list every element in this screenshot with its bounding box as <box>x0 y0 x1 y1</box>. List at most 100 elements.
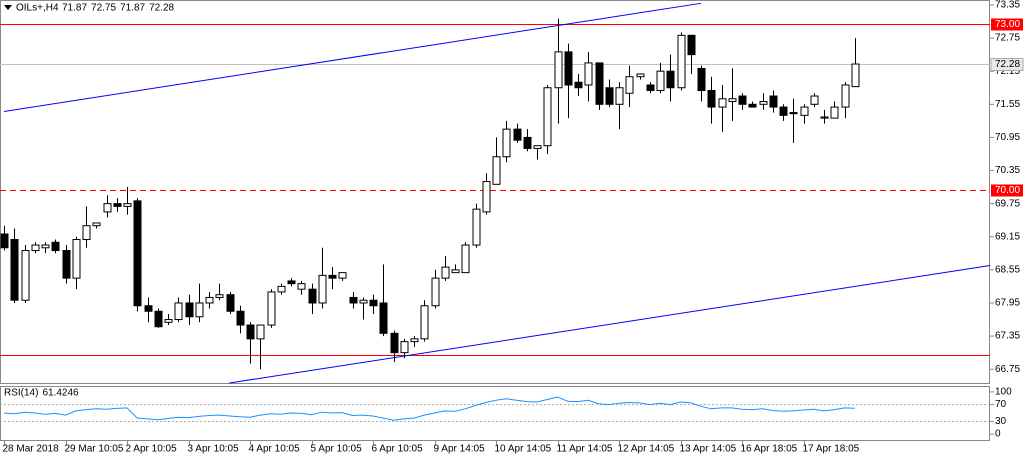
candle-body <box>718 98 727 108</box>
candle-body <box>349 296 358 304</box>
x-tick-label: 2 Apr 10:05 <box>126 444 178 455</box>
header-value: 71.87 <box>120 3 145 14</box>
candle-body <box>277 285 286 293</box>
candle-body <box>164 319 173 323</box>
candle-body <box>103 203 112 213</box>
x-tick-label: 6 Apr 10:05 <box>372 444 424 455</box>
x-tick-label: 5 Apr 10:05 <box>311 444 363 455</box>
level-label-bg <box>991 184 1023 197</box>
candle-body <box>677 34 686 89</box>
candle-body <box>41 244 50 249</box>
x-tick-label: 28 Mar 2018 <box>3 444 60 455</box>
candle-body <box>451 269 460 274</box>
candle-body <box>482 181 491 213</box>
candle-body <box>215 294 224 298</box>
x-tick-label: 11 Apr 14:05 <box>557 444 613 455</box>
candle-body <box>523 136 532 149</box>
y-tick-label: 67.95 <box>995 298 1020 309</box>
x-tick-label: 4 Apr 10:05 <box>249 444 301 455</box>
x-tick-label: 3 Apr 10:05 <box>188 444 240 455</box>
candle-body <box>308 288 317 304</box>
level-label: 70.00 <box>995 185 1020 196</box>
candle-body <box>830 106 839 119</box>
candle-body <box>31 244 40 252</box>
candle-body <box>697 67 706 92</box>
candle-body <box>461 244 470 274</box>
candle-body <box>636 73 645 78</box>
candle-body <box>21 250 30 301</box>
candle-body <box>246 324 255 340</box>
level-label: 73.00 <box>995 19 1020 30</box>
candle-body <box>410 338 419 343</box>
candle-body <box>51 241 60 252</box>
current-price-label: 72.28 <box>995 59 1020 70</box>
candle-body <box>154 310 163 328</box>
y-tick-label: 67.35 <box>995 331 1020 342</box>
candle-body <box>400 341 409 354</box>
candle-body <box>789 112 798 115</box>
candle-body <box>10 239 19 301</box>
candle-body <box>359 299 368 304</box>
candle-body <box>564 51 573 86</box>
rsi-tick-label: 30 <box>995 416 1007 427</box>
menu-triangle[interactable] <box>4 5 12 10</box>
y-tick-label: 73.35 <box>995 0 1020 11</box>
rsi-name: RSI(14) <box>4 388 38 399</box>
candle-body <box>800 106 809 116</box>
candle-body <box>810 95 819 105</box>
candle-body <box>707 90 716 108</box>
trendline <box>229 265 991 384</box>
rsi-tick-label: 0 <box>995 429 1001 440</box>
candle-body <box>605 87 614 105</box>
candle-body <box>728 98 737 103</box>
x-tick-label: 9 Apr 14:05 <box>434 444 486 455</box>
current-price-bg <box>990 58 1024 71</box>
candle-body <box>390 332 399 354</box>
y-tick-label: 72.15 <box>995 66 1020 77</box>
candle-body <box>267 291 276 326</box>
y-tick-label: 66.75 <box>995 364 1020 375</box>
y-tick-label: 70.95 <box>995 132 1020 143</box>
candle-body <box>287 280 296 285</box>
candle-body <box>420 305 429 340</box>
trendline <box>3 2 702 112</box>
candle-body <box>502 128 511 158</box>
x-tick-label: 12 Apr 14:05 <box>618 444 675 455</box>
candle-body <box>133 200 142 307</box>
candle-body <box>338 272 347 279</box>
x-tick-label: 29 Mar 10:05 <box>65 444 124 455</box>
candle-body <box>615 87 624 105</box>
rsi-pane-border <box>0 386 990 441</box>
candle-body <box>82 225 91 241</box>
x-tick-label: 13 Apr 14:05 <box>680 444 737 455</box>
candle-body <box>297 283 306 290</box>
candle-body <box>236 310 245 326</box>
candle-body <box>113 203 122 207</box>
candle-body <box>0 233 9 249</box>
y-tick-label: 69.15 <box>995 231 1020 242</box>
candle-body <box>226 294 235 312</box>
x-tick-label: 16 Apr 18:05 <box>741 444 798 455</box>
candle-body <box>369 299 378 307</box>
candle-body <box>123 203 132 207</box>
candle-body <box>851 63 860 88</box>
candle-body <box>595 62 604 105</box>
candle-body <box>574 81 583 89</box>
header-symbol: OILs+,H4 <box>16 3 59 14</box>
candle-body <box>92 222 101 227</box>
header-value: 71.87 <box>62 3 87 14</box>
candle-body <box>779 106 788 116</box>
x-tick-label: 10 Apr 14:05 <box>495 444 552 455</box>
candle-body <box>738 95 747 105</box>
y-tick-label: 69.75 <box>995 198 1020 209</box>
candle-body <box>666 70 675 89</box>
header-value: 72.75 <box>91 3 116 14</box>
x-tick-label: 17 Apr 18:05 <box>803 444 860 455</box>
candle-body <box>441 266 450 279</box>
candle-body <box>646 84 655 92</box>
candle-body <box>513 128 522 141</box>
candle-body <box>656 70 665 92</box>
candle-body <box>185 302 194 318</box>
rsi-line <box>3 396 855 421</box>
